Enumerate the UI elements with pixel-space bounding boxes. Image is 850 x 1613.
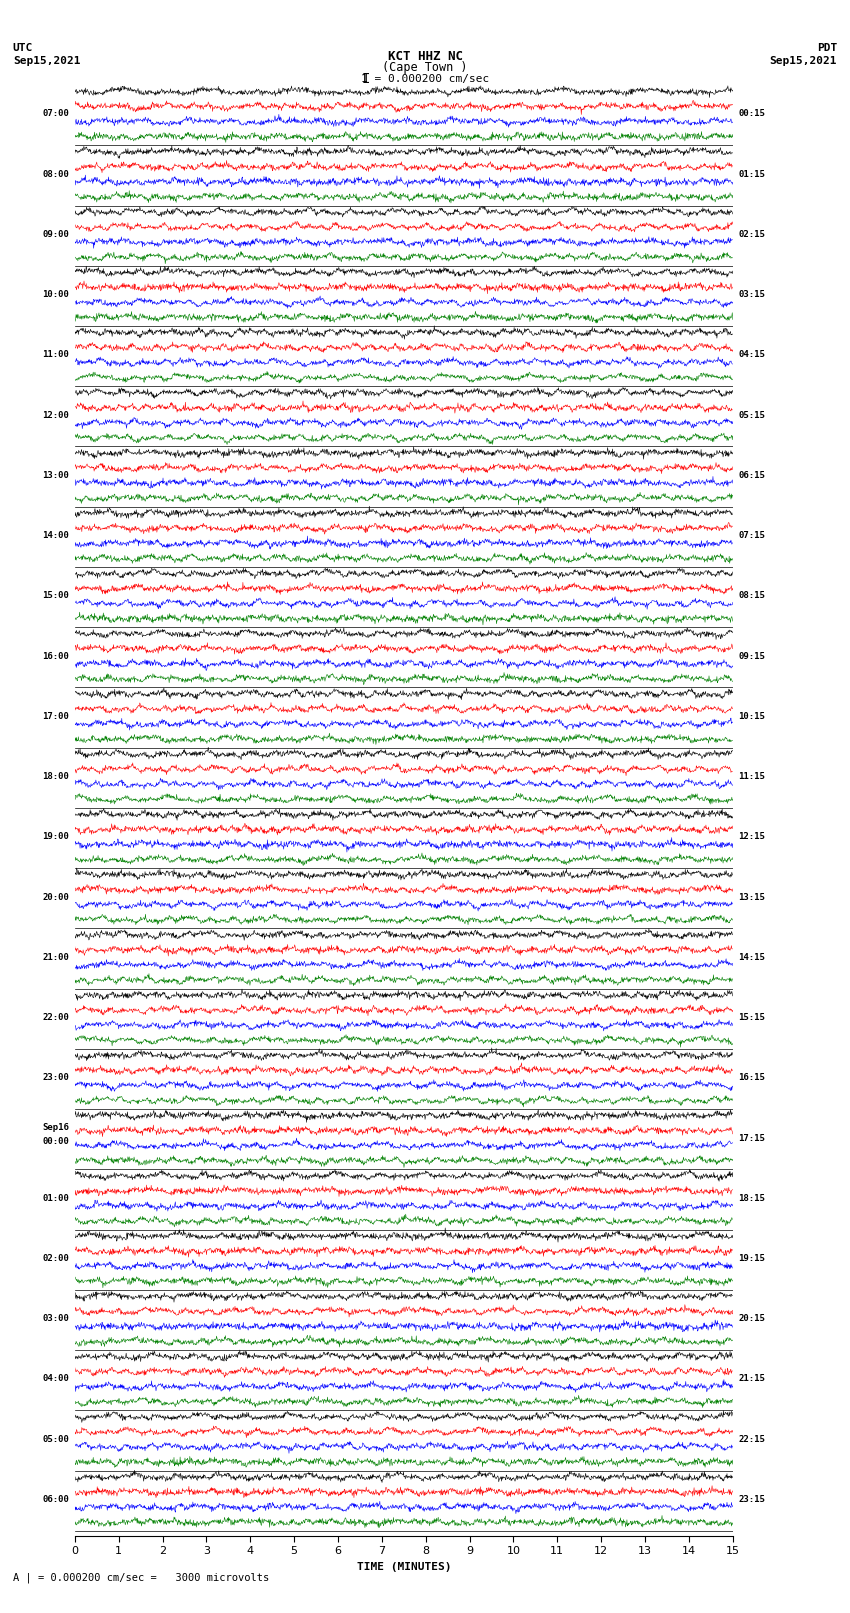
Text: 05:15: 05:15 (739, 411, 765, 419)
Text: 23:15: 23:15 (739, 1495, 765, 1503)
Text: 04:00: 04:00 (42, 1374, 69, 1384)
Text: 20:15: 20:15 (739, 1315, 765, 1323)
Text: 08:00: 08:00 (42, 169, 69, 179)
Text: 00:15: 00:15 (739, 110, 765, 118)
Text: Sep16: Sep16 (42, 1123, 69, 1132)
Text: 00:00: 00:00 (42, 1137, 69, 1145)
X-axis label: TIME (MINUTES): TIME (MINUTES) (356, 1561, 451, 1571)
Text: 08:15: 08:15 (739, 592, 765, 600)
Text: 03:00: 03:00 (42, 1315, 69, 1323)
Text: 19:15: 19:15 (739, 1253, 765, 1263)
Text: 06:15: 06:15 (739, 471, 765, 481)
Text: 14:15: 14:15 (739, 953, 765, 961)
Text: 09:15: 09:15 (739, 652, 765, 661)
Text: 13:00: 13:00 (42, 471, 69, 481)
Text: 16:00: 16:00 (42, 652, 69, 661)
Text: 07:15: 07:15 (739, 531, 765, 540)
Text: Sep15,2021: Sep15,2021 (770, 56, 837, 66)
Text: 17:00: 17:00 (42, 711, 69, 721)
Text: 18:00: 18:00 (42, 773, 69, 781)
Text: 17:15: 17:15 (739, 1134, 765, 1142)
Text: 02:15: 02:15 (739, 231, 765, 239)
Text: 13:15: 13:15 (739, 892, 765, 902)
Text: 12:15: 12:15 (739, 832, 765, 842)
Text: 14:00: 14:00 (42, 531, 69, 540)
Text: 10:00: 10:00 (42, 290, 69, 298)
Text: UTC: UTC (13, 44, 33, 53)
Text: 09:00: 09:00 (42, 231, 69, 239)
Text: I: I (361, 73, 370, 85)
Text: 21:15: 21:15 (739, 1374, 765, 1384)
Text: Sep15,2021: Sep15,2021 (13, 56, 80, 66)
Text: 23:00: 23:00 (42, 1073, 69, 1082)
Text: 02:00: 02:00 (42, 1253, 69, 1263)
Text: 06:00: 06:00 (42, 1495, 69, 1503)
Text: 22:15: 22:15 (739, 1434, 765, 1444)
Text: 19:00: 19:00 (42, 832, 69, 842)
Text: 12:00: 12:00 (42, 411, 69, 419)
Text: A | = 0.000200 cm/sec =   3000 microvolts: A | = 0.000200 cm/sec = 3000 microvolts (13, 1573, 269, 1582)
Text: (Cape Town ): (Cape Town ) (382, 61, 468, 74)
Text: 16:15: 16:15 (739, 1073, 765, 1082)
Text: 01:00: 01:00 (42, 1194, 69, 1203)
Text: 03:15: 03:15 (739, 290, 765, 298)
Text: 20:00: 20:00 (42, 892, 69, 902)
Text: 04:15: 04:15 (739, 350, 765, 360)
Text: KCT HHZ NC: KCT HHZ NC (388, 50, 462, 63)
Text: 18:15: 18:15 (739, 1194, 765, 1203)
Text: 15:00: 15:00 (42, 592, 69, 600)
Text: PDT: PDT (817, 44, 837, 53)
Text: 10:15: 10:15 (739, 711, 765, 721)
Text: 1 = 0.000200 cm/sec: 1 = 0.000200 cm/sec (361, 74, 489, 84)
Text: 22:00: 22:00 (42, 1013, 69, 1023)
Text: 15:15: 15:15 (739, 1013, 765, 1023)
Text: 07:00: 07:00 (42, 110, 69, 118)
Text: 11:15: 11:15 (739, 773, 765, 781)
Text: 21:00: 21:00 (42, 953, 69, 961)
Text: 05:00: 05:00 (42, 1434, 69, 1444)
Text: 01:15: 01:15 (739, 169, 765, 179)
Text: 11:00: 11:00 (42, 350, 69, 360)
